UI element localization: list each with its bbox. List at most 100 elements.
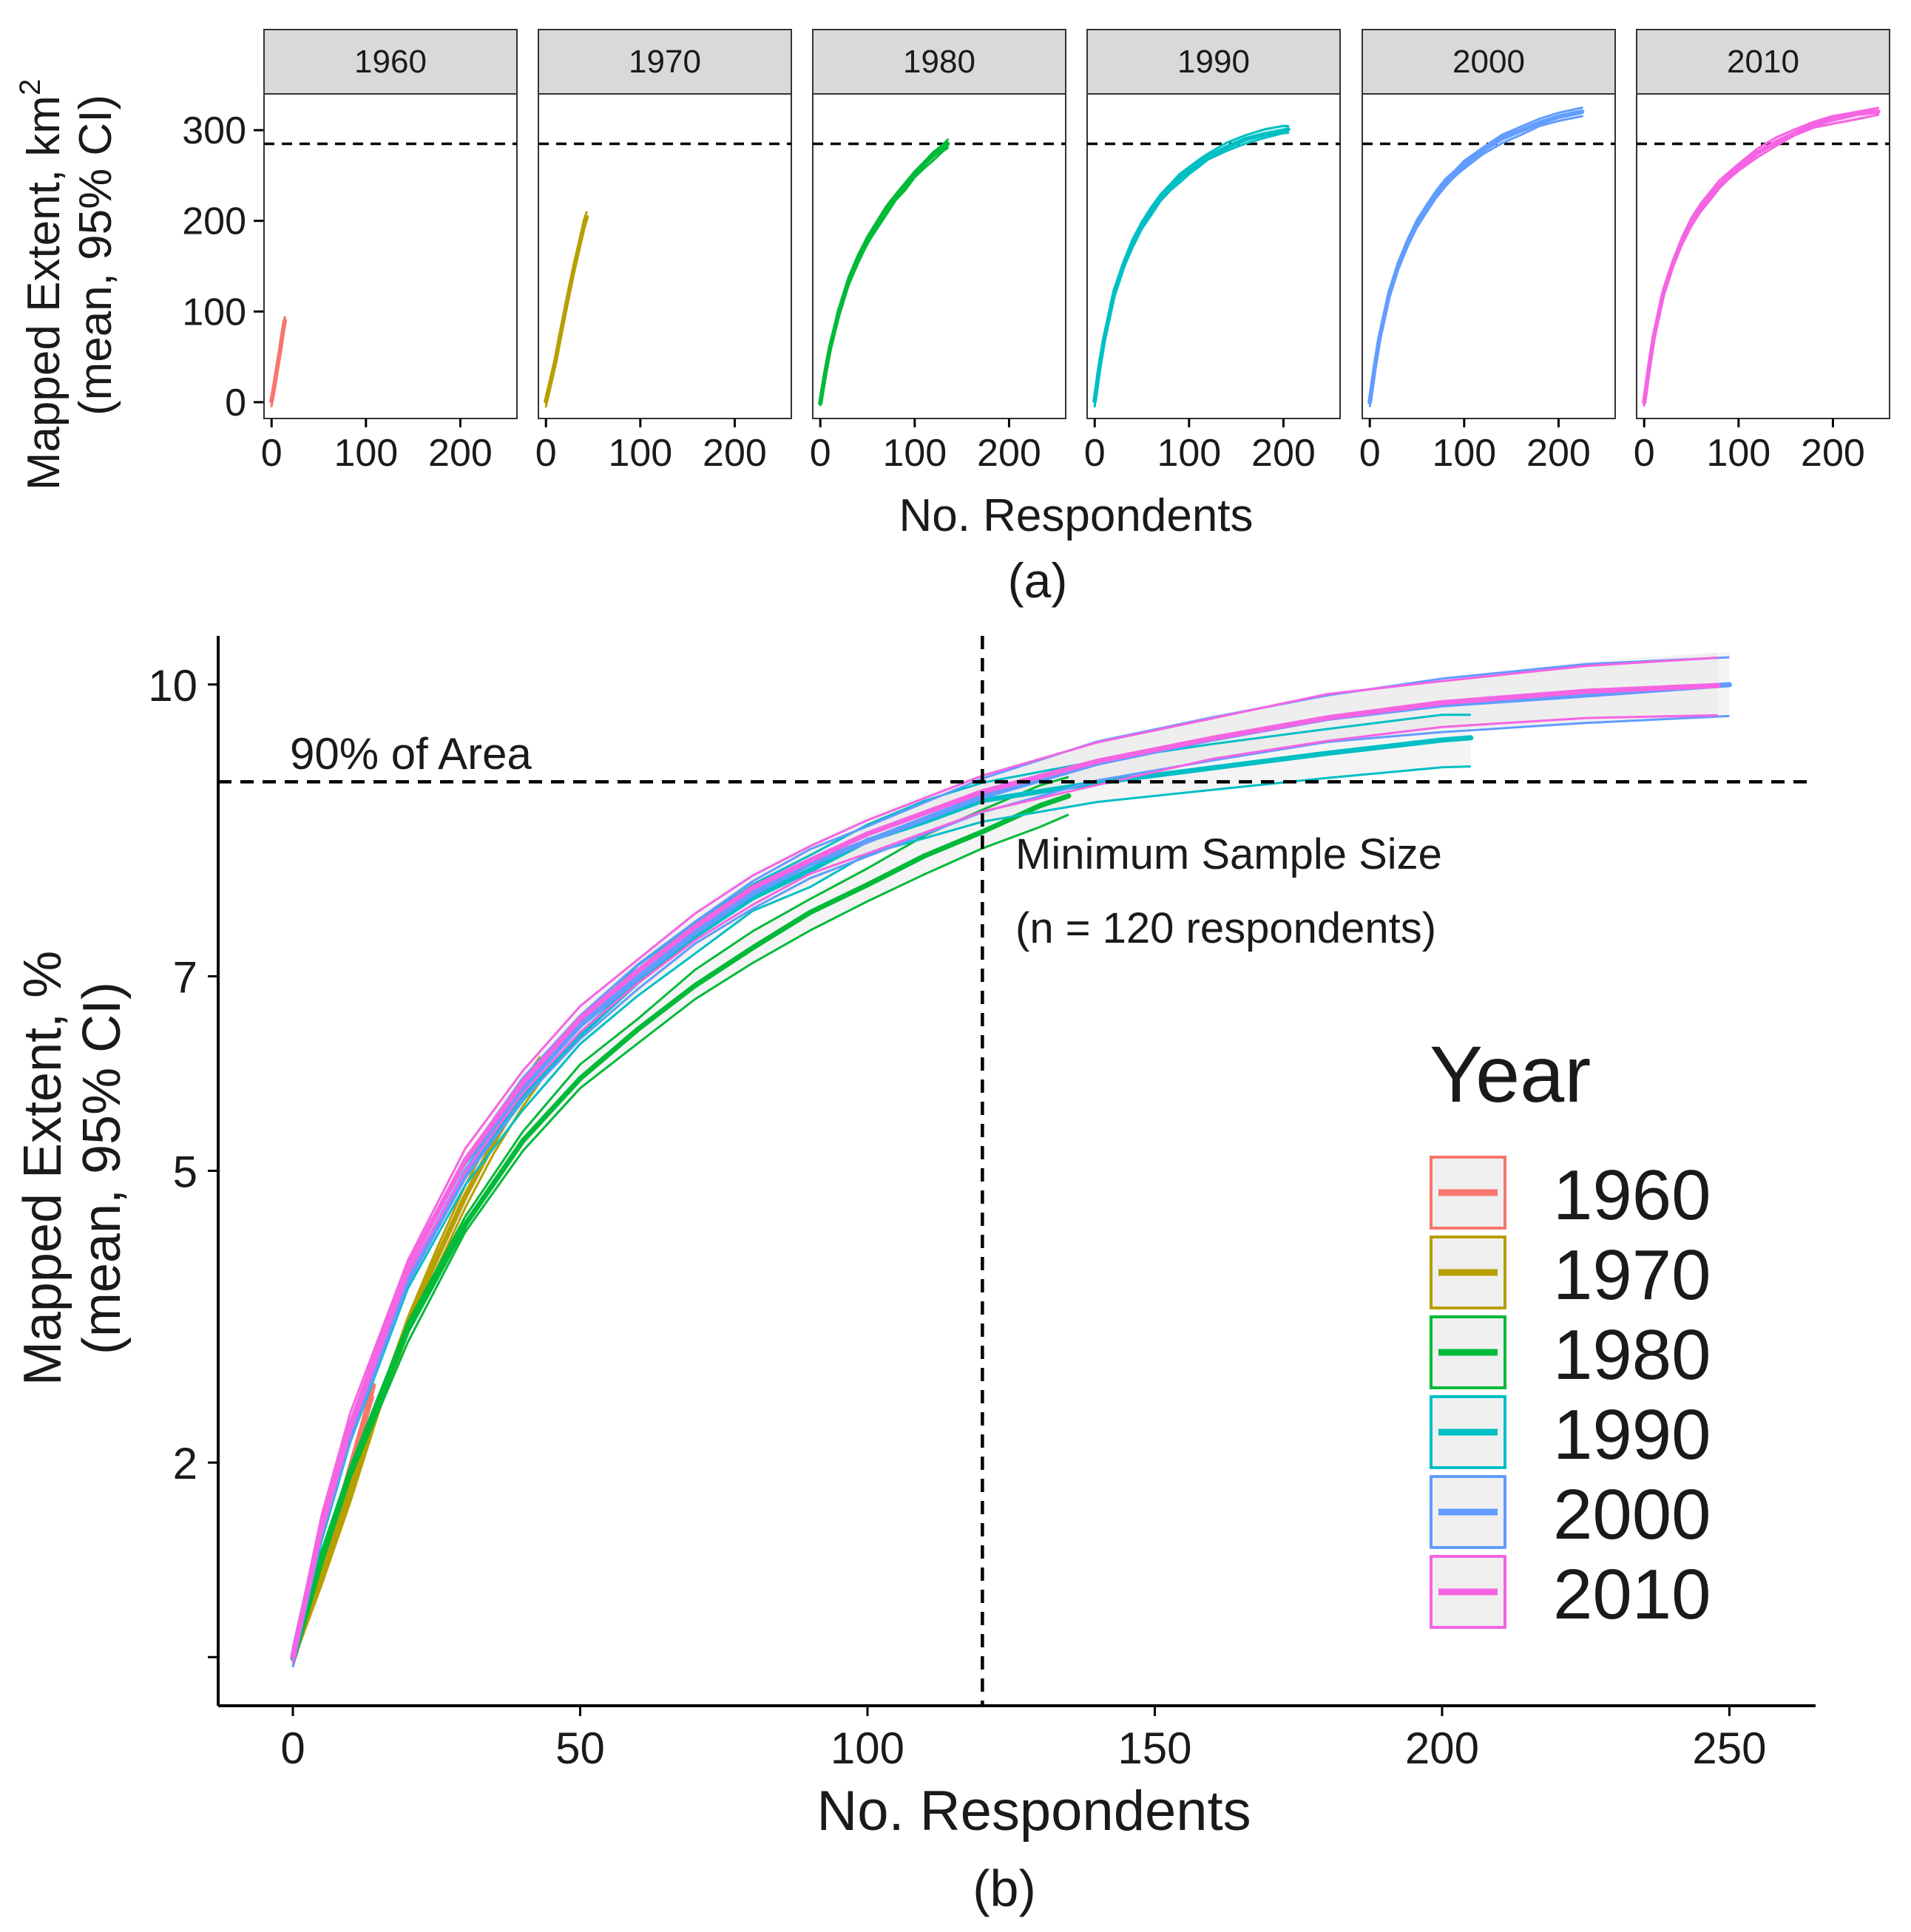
facet-strip-label: 1990 [1177,44,1250,80]
facet-strip-label: 1970 [629,44,701,80]
mean-line [290,793,1072,1659]
panel-b-label: (b) [973,1860,1036,1917]
panel-a-label: (a) [1008,553,1068,608]
panel-a-xtick-label: 0 [1084,432,1106,475]
series-1980 [290,776,1072,1667]
panel-a-ylabel-main: Mapped Extent, km [18,95,70,490]
panel-b-ylabel-line1: Mapped Extent, % [13,951,72,1386]
legend-item-1960: 1960 [1430,1156,1711,1235]
legend-item-label: 2000 [1553,1475,1711,1554]
ci-lower-line [291,765,1471,1663]
panel-a-xtick-label: 200 [703,432,767,475]
panel-a-xtick-label: 100 [1706,432,1770,475]
mean-line [290,1066,543,1661]
ci-band-1980 [293,773,1069,1668]
panel-a-xtick-label: 0 [261,432,283,475]
facet-strip [263,29,518,95]
legend-item-1970: 1970 [1430,1236,1711,1315]
facet-strip [1636,29,1890,95]
legend-item-2010: 2010 [1430,1555,1711,1634]
panel-b-ytick-label: 7 [173,952,197,1002]
panel-b-xtick-label: 200 [1405,1723,1479,1773]
facet-panel-box [263,93,518,419]
legend-item-2000: 2000 [1430,1475,1711,1554]
facet-strip-label: 2010 [1727,44,1799,80]
ci-lower-line [291,714,1730,1668]
facet-2010: 2010 0 100 200 [1634,29,1890,475]
facet-1970: 1970 0 100 200 [535,29,792,475]
facet-series-line [269,318,288,404]
facet-1960: 1960 0 100 200 [261,29,518,475]
panel-a-xtick-label: 100 [334,432,398,475]
ci-upper-line [291,776,1069,1650]
panel-a-ylabel-line2: (mean, 95% CI) [70,95,121,416]
vline-label-line2: (n = 120 respondents) [1015,904,1436,952]
legend-title: Year [1430,1029,1591,1119]
legend-item-label: 1960 [1553,1156,1711,1235]
legend-item-label: 2010 [1553,1555,1711,1634]
panel-b-ytick-label: 10 [148,661,197,711]
ci-lower-line [291,714,1718,1664]
panel-b-xtick-label: 250 [1692,1723,1766,1773]
panel-a-xtick-label: 100 [882,432,947,475]
hline-label-90pct: 90% of Area [290,729,532,779]
panel-a-xtick-label: 0 [1359,432,1381,475]
panel-a-ytick-label: 200 [182,200,246,243]
panel-b-ytick-label: 5 [173,1148,197,1197]
legend-item-1980: 1980 [1430,1315,1711,1394]
facet-series-line [818,141,950,406]
panel-b-xtick-label: 150 [1117,1723,1191,1773]
panel-a-xtick-label: 200 [977,432,1041,475]
series-1970 [290,1056,543,1664]
panel-a-xtick-label: 100 [1157,432,1221,475]
ci-lower-line [291,813,1069,1667]
panel-b-xtick-label: 50 [555,1723,605,1773]
facet-series-line [544,214,589,404]
panel-a-ytick-label: 100 [182,291,246,333]
panel-b-xtick-label: 100 [831,1723,904,1773]
facet-panel-box [538,93,792,419]
legend-item-label: 1980 [1553,1315,1711,1394]
panel-a-xtick-label: 200 [1251,432,1316,475]
facet-strip-label: 1980 [903,44,975,80]
facet-1980: 1980 0 100 200 [810,29,1066,475]
panel-a-xtick-label: 0 [810,432,831,475]
ci-band-1970 [293,1054,541,1667]
panel-a-ylabel-superscript: 2 [14,79,47,95]
panel-b-xtick-label: 0 [280,1723,305,1773]
facet-strip-label: 2000 [1452,44,1525,80]
legend-item-label: 1970 [1553,1236,1711,1315]
mean-line [290,682,1721,1659]
vline-label-line1: Minimum Sample Size [1015,830,1442,878]
facet-panels: 0 100 200 300 1960 0 100 200 1970 0 100 200 1980 0 100… [182,29,1890,475]
panel-a-xtick-label: 0 [1634,432,1655,475]
legend-item-1990: 1990 [1430,1395,1711,1474]
panel-a-xtick-label: 200 [1526,432,1591,475]
panel-a-xtick-label: 100 [608,432,672,475]
series-2010 [290,657,1721,1664]
facet-2000: 2000 0 100 200 [1359,29,1616,475]
panel-a-xtick-label: 200 [428,432,493,475]
panel-a-ylabel-line1: Mapped Extent, km2 [14,79,70,490]
facet-1990: 1990 0 100 200 [1084,29,1341,475]
panel-a-xtick-label: 100 [1432,432,1496,475]
facet-series-line [1092,127,1291,404]
panel-a-xlabel: No. Respondents [899,490,1253,541]
panel-a-ytick-label: 300 [182,109,246,152]
panel-b-xlabel: No. Respondents [816,1780,1251,1843]
panel-b-ylabel-line2: (mean, 95% CI) [72,982,132,1355]
facet-series-line [1642,109,1881,405]
facet-series-line [1367,109,1585,404]
panel-b-ytick-label: 2 [173,1439,197,1488]
panel-a-xtick-label: 0 [535,432,557,475]
legend-item-label: 1990 [1553,1395,1711,1474]
panel-a-xtick-label: 200 [1801,432,1865,475]
panel-a-ytick-label: 0 [225,382,246,424]
ci-upper-line [291,657,1718,1653]
facet-strip [1362,29,1616,95]
